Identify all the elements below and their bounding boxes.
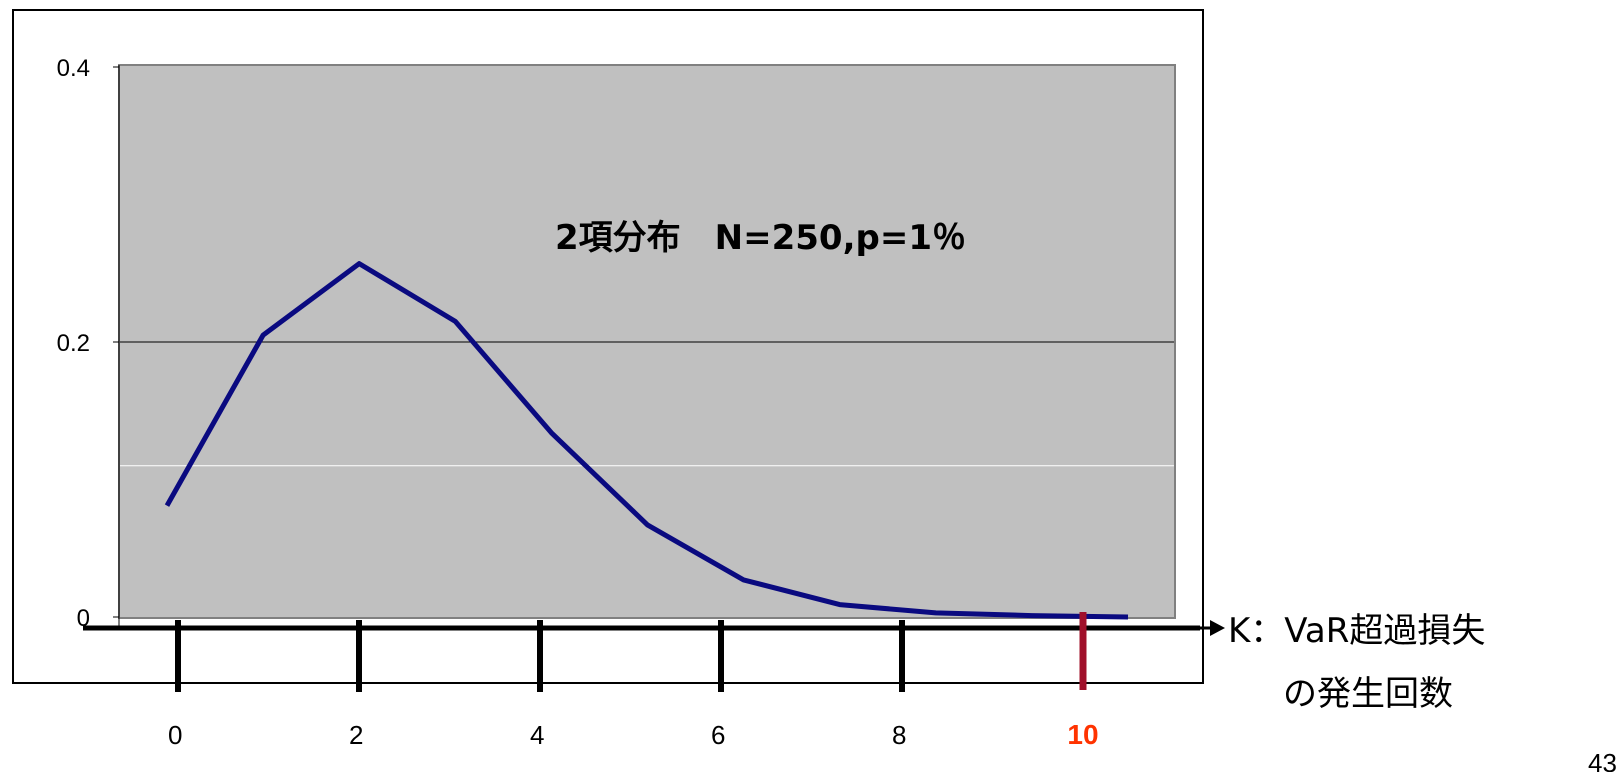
x-tick-label-6: 6 bbox=[711, 720, 725, 750]
series-points bbox=[166, 263, 1129, 618]
x-tick-label-8: 8 bbox=[892, 720, 906, 750]
y-tick-label-0.4: 0.4 bbox=[57, 55, 90, 82]
page-number: 43 bbox=[1588, 748, 1617, 772]
y-tick-label-0: 0 bbox=[77, 605, 90, 632]
y-tick-label-0.2: 0.2 bbox=[57, 330, 90, 357]
x-tick-label-0: 0 bbox=[168, 720, 182, 750]
x-tick-label-4: 4 bbox=[530, 720, 544, 750]
chart-frame bbox=[12, 9, 1204, 684]
x-tick-label-2: 2 bbox=[349, 720, 363, 750]
gridlines bbox=[120, 341, 1174, 467]
chart-annotation: 2項分布 N=250,p=1％ bbox=[555, 218, 966, 258]
x-axis-arrowhead bbox=[1210, 620, 1225, 636]
y-axis-ticks: 0 0.2 0.4 bbox=[57, 55, 119, 632]
x-axis-label-line2: の発生回数 bbox=[1283, 674, 1453, 714]
x-tick-label-10: 10 bbox=[1067, 719, 1098, 750]
x-axis-ticks: 0 2 4 6 8 10 bbox=[168, 612, 1099, 750]
x-axis-label-line1: K：VaR超過損失 bbox=[1228, 611, 1485, 651]
